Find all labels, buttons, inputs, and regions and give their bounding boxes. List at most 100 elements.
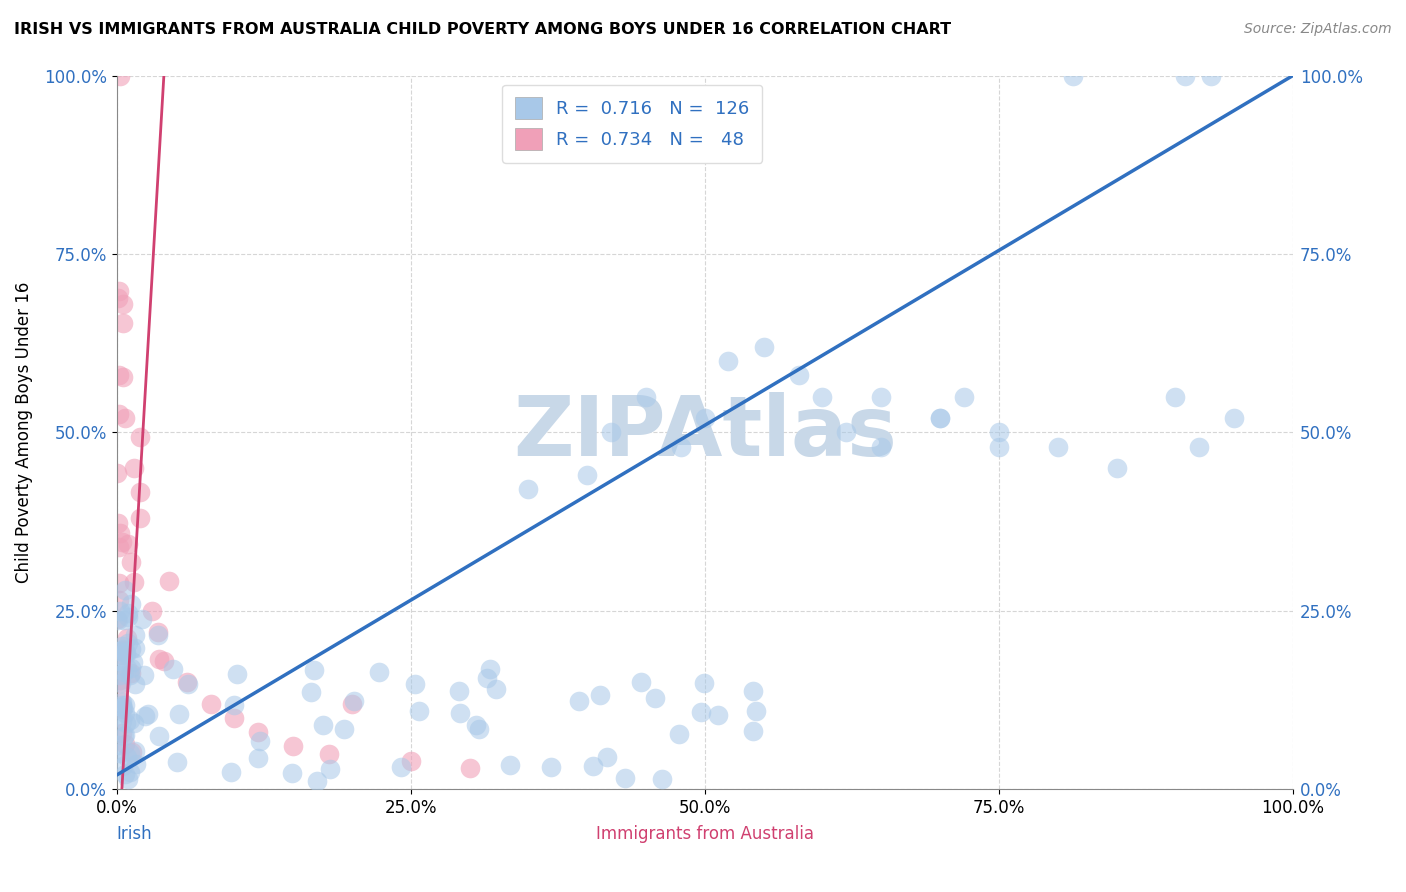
Point bbox=[124, 677, 146, 691]
Point bbox=[111, 702, 134, 716]
Point bbox=[115, 716, 138, 731]
Point bbox=[146, 625, 169, 640]
Point bbox=[166, 755, 188, 769]
Point bbox=[952, 390, 974, 404]
Point bbox=[340, 697, 363, 711]
Point bbox=[1201, 69, 1223, 83]
Point bbox=[219, 765, 242, 780]
Point bbox=[540, 760, 562, 774]
Point bbox=[107, 291, 129, 305]
Point bbox=[929, 411, 952, 425]
Point bbox=[304, 663, 326, 677]
Point bbox=[110, 676, 132, 690]
Point bbox=[129, 430, 152, 444]
Legend: R =  0.716   N =  126, R =  0.734   N =   48: R = 0.716 N = 126, R = 0.734 N = 48 bbox=[502, 85, 762, 163]
Point bbox=[408, 705, 430, 719]
Point bbox=[177, 677, 200, 691]
Point bbox=[111, 640, 134, 654]
Point bbox=[111, 725, 134, 739]
Point bbox=[108, 654, 131, 668]
Point bbox=[120, 746, 142, 760]
Point bbox=[599, 425, 621, 440]
Point bbox=[582, 759, 605, 773]
Point bbox=[1223, 411, 1246, 425]
Text: ZIPAtlas: ZIPAtlas bbox=[513, 392, 897, 473]
Point bbox=[114, 766, 136, 780]
Point bbox=[389, 760, 412, 774]
Point bbox=[121, 745, 143, 759]
Point bbox=[112, 316, 135, 330]
Point bbox=[870, 440, 893, 454]
Point bbox=[117, 536, 139, 550]
Point bbox=[636, 390, 658, 404]
Point bbox=[114, 728, 136, 742]
Point bbox=[742, 723, 765, 738]
Point bbox=[332, 722, 354, 736]
Point bbox=[449, 706, 471, 721]
Point bbox=[651, 772, 673, 786]
Point bbox=[112, 613, 135, 627]
Point bbox=[1188, 440, 1211, 454]
Point bbox=[114, 583, 136, 598]
Point bbox=[117, 610, 139, 624]
Point bbox=[112, 641, 135, 656]
Point bbox=[107, 738, 129, 752]
Point bbox=[870, 390, 893, 404]
Point bbox=[110, 695, 132, 709]
Point bbox=[404, 676, 426, 690]
Point bbox=[249, 734, 271, 748]
Point bbox=[107, 681, 129, 696]
Point bbox=[122, 655, 145, 669]
Point bbox=[115, 661, 138, 675]
Point bbox=[110, 668, 132, 682]
Point bbox=[114, 698, 136, 713]
Text: IRISH VS IMMIGRANTS FROM AUSTRALIA CHILD POVERTY AMONG BOYS UNDER 16 CORRELATION: IRISH VS IMMIGRANTS FROM AUSTRALIA CHILD… bbox=[14, 22, 952, 37]
Point bbox=[752, 340, 775, 354]
Point bbox=[120, 597, 142, 611]
Point bbox=[110, 69, 132, 83]
Point bbox=[112, 729, 135, 743]
Point bbox=[108, 605, 131, 619]
Point bbox=[111, 297, 134, 311]
Point bbox=[118, 668, 141, 682]
Point bbox=[105, 466, 128, 480]
Point bbox=[108, 593, 131, 607]
Point bbox=[148, 729, 170, 743]
Point bbox=[283, 739, 305, 754]
Point bbox=[157, 574, 180, 588]
Point bbox=[122, 716, 145, 731]
Point bbox=[929, 411, 952, 425]
Point bbox=[671, 440, 693, 454]
Point bbox=[745, 705, 768, 719]
Point bbox=[114, 737, 136, 751]
Point bbox=[108, 285, 131, 299]
Point bbox=[120, 641, 142, 656]
Point bbox=[517, 483, 540, 497]
Point bbox=[110, 673, 132, 688]
Point bbox=[485, 682, 508, 697]
Point bbox=[399, 754, 422, 768]
Point bbox=[105, 612, 128, 626]
Text: Source: ZipAtlas.com: Source: ZipAtlas.com bbox=[1244, 22, 1392, 37]
Point bbox=[690, 706, 713, 720]
Point bbox=[247, 750, 270, 764]
Point bbox=[630, 675, 652, 690]
Point bbox=[111, 698, 134, 713]
Point bbox=[110, 526, 132, 541]
Point bbox=[117, 636, 139, 650]
Point bbox=[114, 706, 136, 721]
Point bbox=[132, 668, 155, 682]
Point bbox=[115, 647, 138, 661]
Point bbox=[717, 354, 740, 368]
Point bbox=[111, 648, 134, 662]
Point bbox=[499, 758, 522, 772]
Point bbox=[107, 516, 129, 530]
Point bbox=[107, 575, 129, 590]
Point bbox=[706, 708, 728, 723]
Point bbox=[125, 756, 148, 771]
Point bbox=[112, 642, 135, 657]
Text: Immigrants from Australia: Immigrants from Australia bbox=[596, 825, 814, 843]
Point bbox=[596, 750, 619, 764]
Point bbox=[111, 759, 134, 773]
Point bbox=[117, 772, 139, 786]
